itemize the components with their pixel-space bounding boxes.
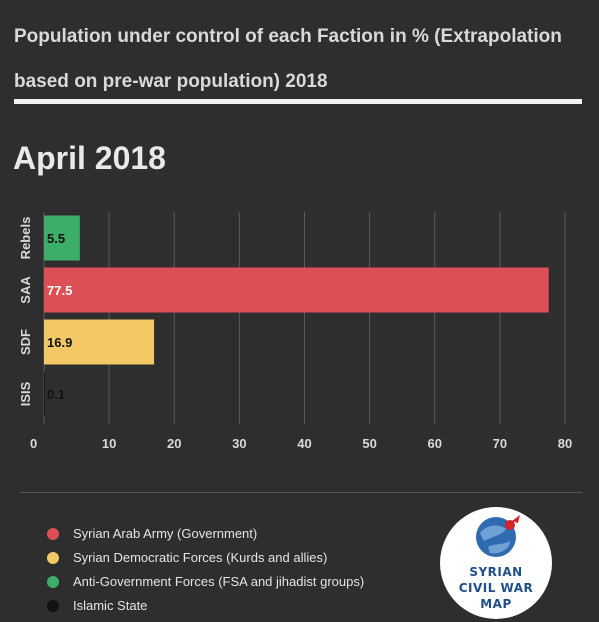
data-label: 5.5 [47,231,65,246]
data-label: 16.9 [47,335,72,350]
x-tick-label: 10 [102,436,116,451]
syrian-civil-war-map-logo: SYRIAN CIVIL WAR MAP [440,507,552,619]
x-tick-label: 20 [167,436,181,451]
data-label: 77.5 [47,283,72,298]
x-tick-label: 0 [30,436,37,451]
legend-label: Anti-Government Forces (FSA and jihadist… [73,574,365,589]
x-tick-label: 70 [493,436,507,451]
data-labels: 5.5 77.5 16.9 0.1 [47,231,72,402]
category-label: SDF [18,329,33,355]
bar [44,319,155,365]
x-tick-labels: 0 10 20 30 40 50 60 70 80 [30,436,572,451]
x-tick-label: 50 [362,436,376,451]
legend-label: Syrian Arab Army (Government) [73,526,258,541]
header-divider [14,99,582,104]
category-labels: Rebels SAA SDF ISIS [18,217,33,407]
bar [44,267,549,313]
legend-item: Islamic State [47,596,364,620]
globe-icon [476,515,520,557]
bars [44,215,549,417]
legend-item: Syrian Democratic Forces (Kurds and alli… [47,548,364,572]
legend-swatch [47,528,59,540]
category-label: SAA [18,276,33,304]
x-tick-label: 60 [428,436,442,451]
header: Population under control of each Faction… [14,14,569,104]
x-tick-label: 30 [232,436,246,451]
legend-divider [20,492,582,493]
chart-title: Population under control of each Faction… [14,26,562,92]
legend: Syrian Arab Army (Government) Syrian Demo… [47,524,364,620]
x-tick-label: 80 [558,436,572,451]
grid-lines [43,212,566,424]
legend-item: Syrian Arab Army (Government) [47,524,364,548]
logo-line-1: SYRIAN [469,565,523,579]
bar-chart: 5.5 77.5 16.9 0.1 Rebels SAA SDF ISIS 0 10 20 30 4… [18,212,572,451]
legend-label: Syrian Democratic Forces (Kurds and alli… [73,550,328,565]
logo-line-3: MAP [480,597,512,611]
legend-swatch [47,576,59,588]
category-label: Rebels [18,217,33,260]
data-label: 0.1 [47,387,65,402]
category-label: ISIS [18,381,33,406]
logo-line-2: CIVIL WAR [458,581,534,595]
legend-label: Islamic State [73,598,148,613]
legend-swatch [47,552,59,564]
bar [44,371,45,417]
x-tick-label: 40 [297,436,311,451]
bar [44,215,80,261]
period-label: April 2018 [13,140,166,176]
legend-swatch [47,600,59,612]
legend-item: Anti-Government Forces (FSA and jihadist… [47,572,364,596]
